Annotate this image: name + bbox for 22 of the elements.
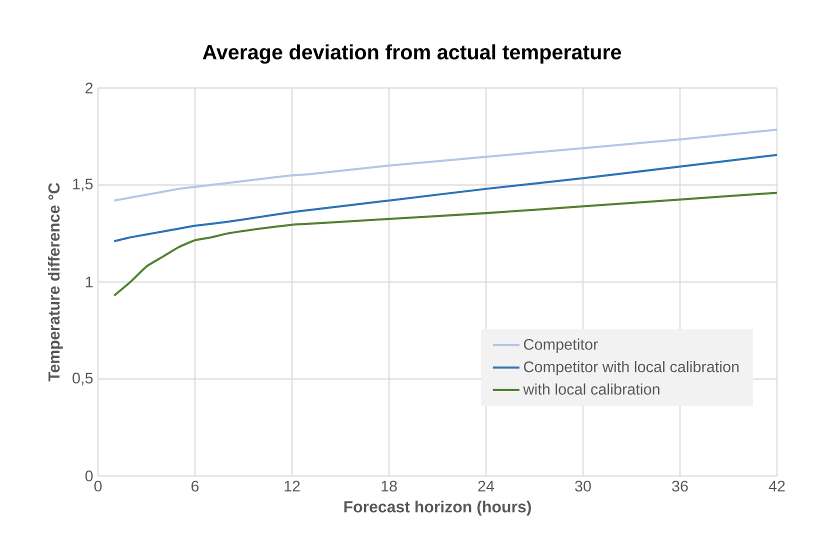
line-series bbox=[113, 128, 777, 202]
x-tick-label: 18 bbox=[382, 480, 397, 492]
y-tick-label: 0,5 bbox=[72, 372, 93, 386]
x-tick-label: 30 bbox=[575, 480, 591, 492]
legend-label: with local calibration bbox=[523, 383, 660, 395]
x-axis-title: Forecast horizon (hours) bbox=[344, 500, 531, 516]
line-series bbox=[113, 154, 777, 242]
x-tick-label: 24 bbox=[478, 480, 494, 492]
chart-title: Average deviation from actual temperature bbox=[202, 44, 622, 64]
y-axis-title: Temperature difference °C bbox=[48, 182, 63, 382]
x-tick-label: 6 bbox=[192, 480, 199, 492]
y-tick-label: 1,5 bbox=[73, 178, 93, 192]
x-tick-label: 42 bbox=[768, 480, 785, 492]
y-tick-label: 2 bbox=[86, 82, 93, 94]
legend-label: Competitor with local calibration bbox=[524, 361, 739, 376]
x-tick-label: 12 bbox=[284, 480, 300, 492]
x-tick-label: 0 bbox=[94, 480, 102, 492]
y-tick-label: 0 bbox=[85, 470, 93, 482]
legend-label: Competitor bbox=[524, 338, 598, 353]
x-tick-label: 36 bbox=[672, 480, 688, 492]
y-tick-label: 1 bbox=[86, 276, 93, 288]
line-series bbox=[113, 192, 777, 297]
